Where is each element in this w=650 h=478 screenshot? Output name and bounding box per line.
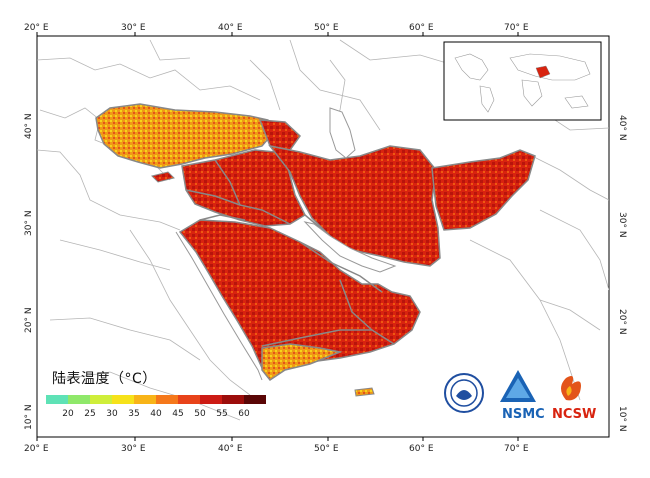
legend-swatch [112, 395, 134, 404]
legend-tick-label: 60 [238, 409, 250, 419]
legend-tick-labels: 20 25 30 35 40 45 50 55 60 [62, 409, 250, 419]
lat-label-right: 30° N [617, 212, 627, 238]
ncsw-logo-text: NCSW [552, 407, 596, 422]
lat-label-right: 10° N [617, 406, 627, 432]
legend-swatch [244, 395, 266, 404]
lat-label-left: 30° N [24, 210, 34, 236]
legend-swatch [156, 395, 178, 404]
legend-swatch [178, 395, 200, 404]
legend-swatch [90, 395, 112, 404]
lon-label-top: 40° E [218, 23, 243, 33]
lon-label-bottom: 60° E [409, 444, 434, 454]
inset-world-map [443, 41, 602, 121]
red-sea-coast [175, 231, 263, 381]
lon-label-top: 50° E [314, 23, 339, 33]
legend-swatch [222, 395, 244, 404]
lon-label-top: 20° E [24, 23, 49, 33]
legend-swatch [200, 395, 222, 404]
lon-label-bottom: 40° E [218, 444, 243, 454]
lat-label-right: 40° N [617, 115, 627, 141]
legend-tick-label: 55 [216, 409, 227, 419]
axis-ticks [36, 32, 519, 441]
legend-swatch [46, 395, 68, 404]
legend-swatch [134, 395, 156, 404]
persian-gulf [303, 221, 397, 273]
lat-label-left: 10° N [24, 404, 34, 430]
country-borders [185, 159, 395, 347]
lat-label-left: 20° N [24, 307, 34, 333]
lon-label-top: 60° E [409, 23, 434, 33]
nsmc-logo-text: NSMC [502, 407, 545, 422]
nsmc-logo: NSMC [500, 370, 545, 422]
legend-tick-label: 40 [150, 409, 162, 419]
lon-label-top: 30° E [121, 23, 146, 33]
lon-label-top: 70° E [504, 23, 529, 33]
legend-colorbar [46, 395, 266, 404]
legend-tick-label: 30 [106, 409, 118, 419]
legend-tick-label: 25 [84, 409, 95, 419]
lon-label-bottom: 50° E [314, 444, 339, 454]
cma-logo [444, 373, 484, 413]
lat-label-left: 40° N [24, 113, 34, 139]
lon-label-bottom: 30° E [121, 444, 146, 454]
legend-title: 陆表温度（°C） [52, 371, 157, 387]
lon-label-bottom: 20° E [24, 444, 49, 454]
lat-label-right: 20° N [617, 309, 627, 335]
caspian-sea [329, 107, 356, 159]
ncsw-logo: NCSW [552, 376, 596, 422]
lon-label-bottom: 70° E [504, 444, 529, 454]
legend-tick-label: 45 [172, 409, 183, 419]
legend-tick-label: 50 [194, 409, 206, 419]
legend-swatch [68, 395, 90, 404]
legend-tick-label: 35 [128, 409, 139, 419]
legend-tick-label: 20 [62, 409, 74, 419]
heat-regions [95, 103, 536, 397]
